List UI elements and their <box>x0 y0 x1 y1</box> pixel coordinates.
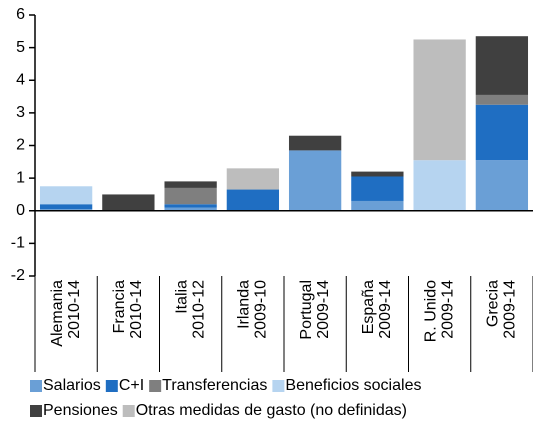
legend-swatch <box>272 380 285 392</box>
x-tick-label: Italia <box>173 280 190 314</box>
x-tick-label: Grecia <box>485 280 502 327</box>
y-tick-label: 3 <box>16 104 25 121</box>
x-tick-label: 2009-14 <box>502 280 519 339</box>
y-tick-label: -1 <box>11 235 25 252</box>
y-tick-label: -2 <box>11 267 25 284</box>
x-tick-label: 2010-14 <box>66 280 83 339</box>
legend-label: Transferencias <box>162 377 267 394</box>
bar-segment <box>39 204 93 210</box>
x-tick-label: Alemania <box>49 280 66 347</box>
legend-label: Salarios <box>43 377 101 394</box>
bar-segment <box>226 189 280 211</box>
legend-label: C+I <box>119 377 144 394</box>
bar-segment <box>288 150 342 211</box>
bar-segment <box>164 187 217 205</box>
legend-swatch <box>105 380 118 392</box>
x-tick-label: 2009-14 <box>315 280 332 339</box>
bar-segment <box>226 168 280 190</box>
x-tick-label: 2010-14 <box>128 280 145 339</box>
x-tick-label: Francia <box>111 280 128 333</box>
y-tick-label: 6 <box>16 6 25 23</box>
bar-segment <box>475 160 529 211</box>
bar-segment <box>413 39 466 161</box>
bar-segment <box>164 181 217 188</box>
bar-segment <box>351 200 404 211</box>
bar-segment <box>351 176 404 201</box>
y-tick-label: 2 <box>16 137 25 154</box>
y-tick-label: 4 <box>16 71 25 88</box>
y-tick-label: 0 <box>16 202 25 219</box>
legend-swatch <box>30 405 42 417</box>
bar-segment <box>39 209 93 211</box>
legend-label: Beneficios sociales <box>285 377 421 394</box>
legend-swatch <box>122 405 135 417</box>
legend-label: Otras medidas de gasto (no definidas) <box>136 402 407 419</box>
bar-segment <box>475 104 529 161</box>
x-tick-label: 2010-12 <box>190 280 207 339</box>
x-tick-label: 2009-14 <box>377 280 394 339</box>
bar-segment <box>288 135 342 151</box>
legend-swatch <box>30 380 42 392</box>
x-tick-label: R. Unido <box>422 280 439 342</box>
bar-segment <box>413 160 466 211</box>
y-tick-label: 5 <box>16 39 25 56</box>
bar-segment <box>102 194 155 211</box>
bar-segment <box>164 207 217 211</box>
bar-segment <box>475 36 529 95</box>
x-tick-label: Portugal <box>298 280 315 340</box>
bar-segment <box>164 204 217 208</box>
x-tick-label: España <box>360 280 377 334</box>
bar-segment <box>39 186 93 205</box>
bar-segment <box>351 171 404 177</box>
x-tick-label: 2009-10 <box>253 280 270 339</box>
bar-segment <box>475 94 529 105</box>
x-tick-label: 2009-14 <box>439 280 456 339</box>
x-tick-label: Irlanda <box>236 280 253 329</box>
legend-swatch <box>149 380 162 392</box>
y-tick-label: 1 <box>16 169 25 186</box>
legend-label: Pensiones <box>43 402 118 419</box>
